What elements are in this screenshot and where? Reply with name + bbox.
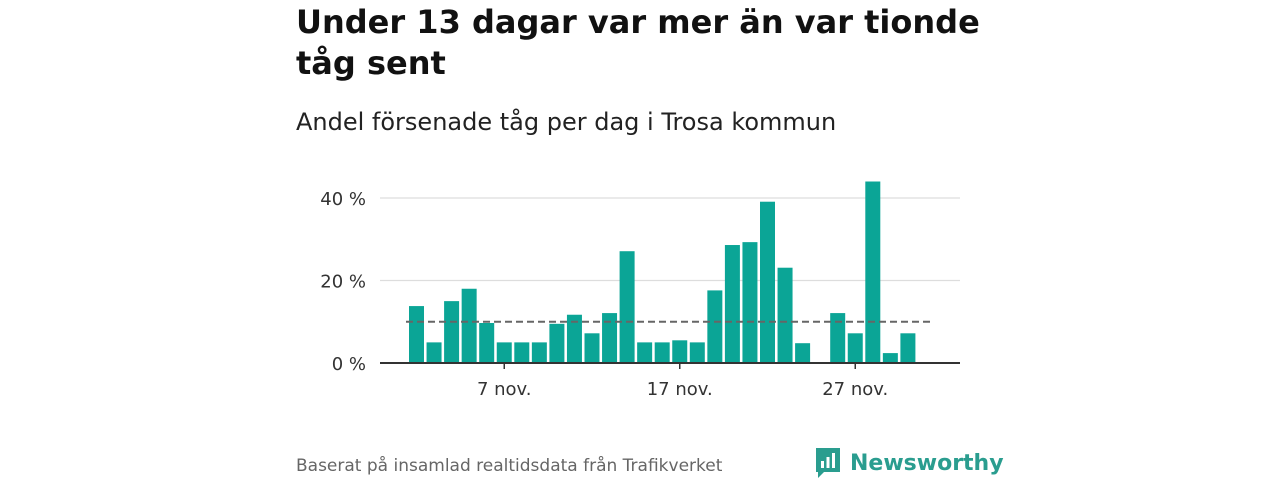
bar: [531, 342, 547, 363]
bar: [742, 242, 758, 363]
y-tick-label: 40 %: [320, 189, 366, 210]
brand-logo[interactable]: Newsworthy: [814, 446, 1004, 480]
chart-subtitle: Andel försenade tåg per dag i Trosa komm…: [296, 108, 837, 136]
bar: [830, 313, 846, 363]
y-tick-label: 0 %: [332, 354, 366, 375]
x-tick-label: 27 nov.: [822, 379, 888, 400]
bar: [707, 290, 723, 363]
bar: [426, 342, 442, 363]
bar: [619, 251, 635, 363]
bar: [672, 340, 688, 363]
bar: [584, 333, 600, 363]
bar: [409, 306, 424, 363]
bar: [760, 201, 775, 363]
bar: [496, 342, 512, 363]
bar: [602, 313, 618, 363]
bar: [566, 314, 582, 363]
bar: [444, 301, 460, 363]
bar: [882, 353, 898, 363]
bar: [724, 245, 740, 363]
brand-name: Newsworthy: [850, 450, 1004, 476]
bar: [900, 333, 916, 363]
bar: [865, 181, 881, 363]
y-tick-label: 20 %: [320, 272, 366, 293]
x-tick-label: 17 nov.: [647, 379, 713, 400]
bar: [689, 342, 705, 363]
bar: [777, 267, 793, 363]
bar: [461, 288, 477, 363]
bar: [795, 343, 811, 363]
bar: [549, 323, 565, 363]
bar: [637, 342, 653, 363]
source-note: Baserat på insamlad realtidsdata från Tr…: [296, 456, 723, 476]
x-tick-label: 7 nov.: [477, 379, 532, 400]
bar: [479, 322, 495, 363]
newsworthy-logo-icon: [816, 448, 840, 478]
bar: [514, 342, 530, 363]
chart-title: Under 13 dagar var mer än var tionde tåg…: [296, 3, 980, 82]
bar: [847, 333, 863, 363]
bar-chart: 0 % 20 % 40 % 7 nov. 17 nov. 27 nov.: [320, 181, 960, 400]
bar: [654, 342, 670, 363]
